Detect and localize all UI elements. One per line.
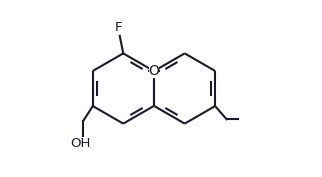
Text: O: O — [148, 64, 159, 78]
Text: OH: OH — [70, 137, 91, 150]
Text: F: F — [115, 21, 123, 34]
